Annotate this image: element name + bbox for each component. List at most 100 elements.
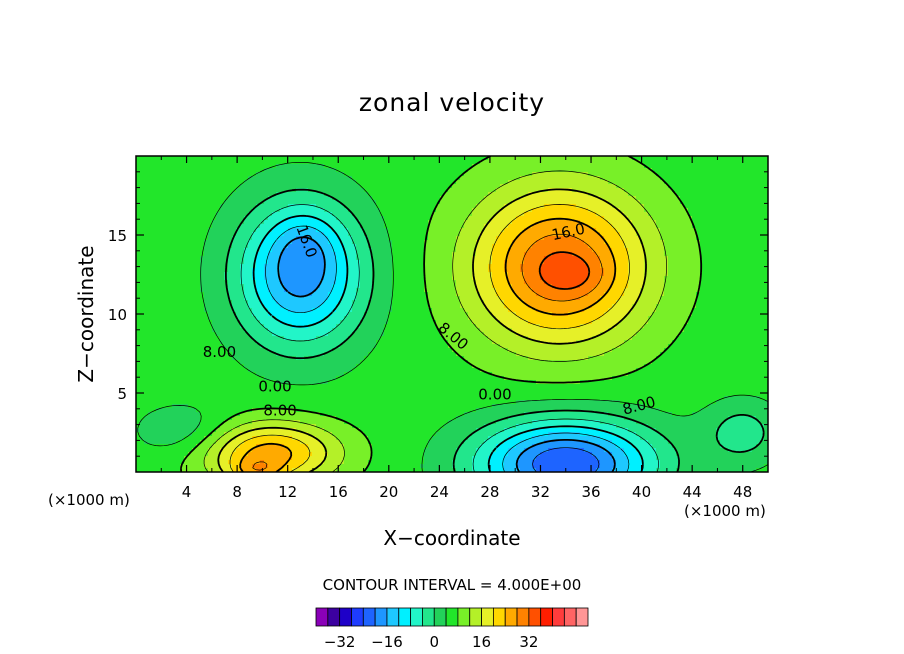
field-cell	[180, 156, 185, 161]
field-cell	[712, 156, 717, 161]
field-cell	[188, 196, 193, 201]
field-cell	[720, 256, 725, 261]
field-cell	[560, 272, 565, 277]
field-cell	[516, 236, 521, 241]
field-cell	[736, 200, 741, 205]
field-cell	[416, 224, 421, 229]
field-cell	[448, 220, 453, 225]
field-cell	[288, 228, 293, 233]
field-cell	[252, 236, 257, 241]
field-cell	[408, 224, 413, 229]
field-cell	[400, 248, 405, 253]
field-cell	[572, 272, 577, 277]
field-cell	[468, 280, 473, 285]
field-cell	[552, 252, 557, 257]
field-cell	[256, 256, 261, 261]
field-cell	[576, 208, 581, 213]
field-cell	[432, 188, 437, 193]
field-cell	[180, 236, 185, 241]
field-cell	[756, 220, 761, 225]
field-cell	[204, 188, 209, 193]
field-cell	[468, 260, 473, 265]
field-cell	[372, 236, 377, 241]
field-cell	[540, 216, 545, 221]
field-cell	[448, 240, 453, 245]
field-cell	[404, 236, 409, 241]
field-cell	[400, 196, 405, 201]
field-cell	[696, 228, 701, 233]
field-cell	[180, 208, 185, 213]
field-cell	[676, 216, 681, 221]
field-cell	[520, 220, 525, 225]
field-cell	[460, 168, 465, 173]
field-cell	[676, 224, 681, 229]
field-cell	[376, 180, 381, 185]
field-cell	[628, 276, 633, 281]
field-cell	[440, 240, 445, 245]
field-cell	[524, 260, 529, 265]
field-cell	[752, 160, 757, 165]
field-cell	[160, 168, 165, 173]
field-cell	[432, 244, 437, 249]
field-cell	[192, 212, 197, 217]
field-cell	[648, 260, 653, 265]
field-cell	[164, 156, 169, 161]
field-cell	[508, 196, 513, 201]
field-cell	[224, 204, 229, 209]
field-cell	[160, 172, 165, 177]
field-cell	[448, 212, 453, 217]
field-cell	[312, 240, 317, 245]
field-cell	[524, 228, 529, 233]
field-cell	[364, 168, 369, 173]
field-cell	[460, 256, 465, 261]
field-cell	[652, 264, 657, 269]
field-cell	[536, 168, 541, 173]
field-cell	[236, 180, 241, 185]
field-cell	[184, 216, 189, 221]
field-cell	[700, 248, 705, 253]
field-cell	[312, 156, 317, 161]
field-cell	[308, 204, 313, 209]
field-cell	[296, 260, 301, 265]
field-cell	[596, 252, 601, 257]
field-cell	[188, 204, 193, 209]
field-cell	[320, 200, 325, 205]
field-cell	[228, 224, 233, 229]
field-cell	[620, 244, 625, 249]
field-cell	[704, 196, 709, 201]
field-cell	[152, 248, 157, 253]
field-cell	[456, 160, 461, 165]
field-cell	[272, 216, 277, 221]
field-cell	[308, 252, 313, 257]
field-cell	[252, 224, 257, 229]
field-cell	[316, 160, 321, 165]
field-cell	[684, 232, 689, 237]
field-cell	[400, 164, 405, 169]
field-cell	[516, 220, 521, 225]
field-cell	[720, 244, 725, 249]
field-cell	[268, 236, 273, 241]
field-cell	[328, 160, 333, 165]
field-cell	[412, 176, 417, 181]
field-cell	[472, 228, 477, 233]
field-cell	[720, 216, 725, 221]
field-cell	[492, 216, 497, 221]
field-cell	[420, 164, 425, 169]
field-cell	[376, 200, 381, 205]
field-cell	[452, 220, 457, 225]
field-cell	[692, 264, 697, 269]
field-cell	[584, 156, 589, 161]
field-cell	[328, 176, 333, 181]
field-cell	[460, 244, 465, 249]
field-cell	[724, 272, 729, 277]
field-cell	[384, 280, 389, 285]
field-cell	[600, 244, 605, 249]
field-cell	[380, 172, 385, 177]
field-cell	[560, 256, 565, 261]
field-cell	[724, 184, 729, 189]
field-cell	[468, 264, 473, 269]
field-cell	[596, 256, 601, 261]
field-cell	[528, 264, 533, 269]
field-cell	[612, 236, 617, 241]
field-cell	[340, 184, 345, 189]
